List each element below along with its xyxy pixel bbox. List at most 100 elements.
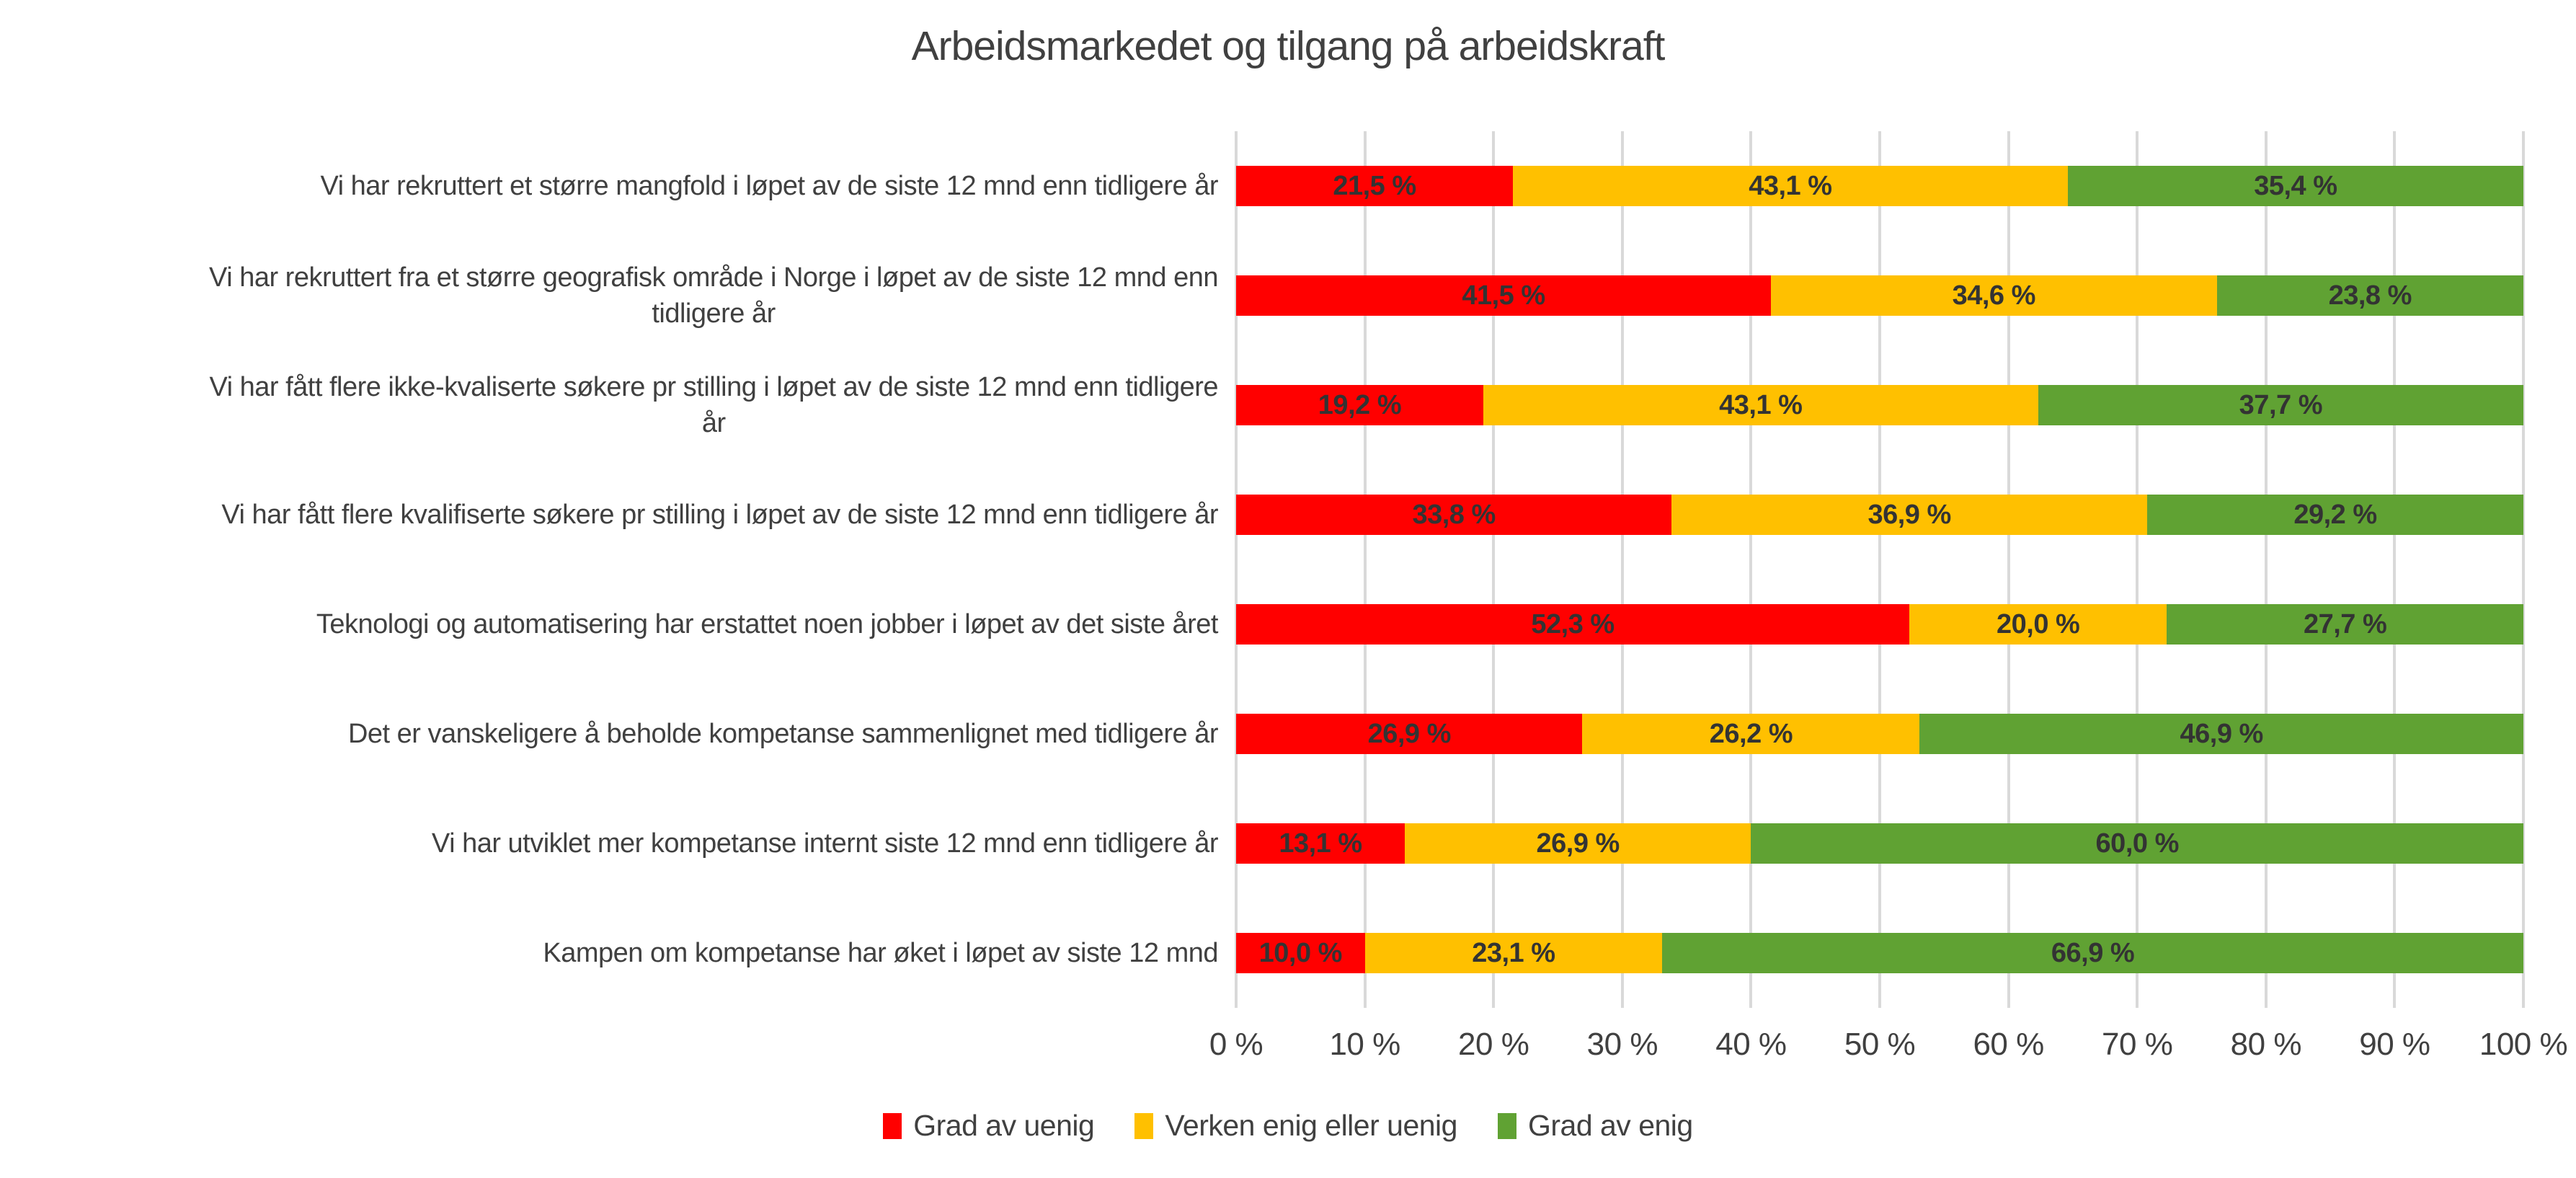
gridline	[2136, 131, 2139, 1008]
bar-data-label: 35,4 %	[2254, 170, 2337, 201]
gridline	[1235, 131, 1238, 1008]
bar-segment-grad-av-enig: 60,0 %	[1751, 823, 2523, 864]
bar-segment-verken-enig-eller-uenig: 36,9 %	[1671, 495, 2147, 535]
x-axis-tick-label: 10 %	[1329, 1027, 1400, 1062]
bar-segment-grad-av-uenig: 19,2 %	[1236, 385, 1483, 425]
bar-rows-layer: 21,5 % 43,1 % 35,4 % 41,5 % 34,6 % 23,8 % 19,2…	[1236, 131, 2524, 1008]
x-axis-tick-label: 40 %	[1715, 1027, 1787, 1062]
gridline	[2393, 131, 2397, 1008]
bar-segment-grad-av-enig: 66,9 %	[1662, 933, 2523, 973]
bar-data-label: 23,8 %	[2328, 280, 2412, 311]
x-axis-tick-label: 90 %	[2359, 1027, 2430, 1062]
category-label: Kampen om kompetanse har øket i løpet av…	[543, 937, 1218, 968]
bar-data-label: 19,2 %	[1318, 389, 1402, 420]
bar-segment-grad-av-enig: 27,7 %	[2167, 604, 2523, 645]
bar-data-label: 37,7 %	[2239, 389, 2323, 420]
bar-row: 21,5 % 43,1 % 35,4 %	[1236, 166, 2523, 206]
x-axis-tick-label: 100 %	[2479, 1027, 2568, 1062]
category-label: Vi har fått flere kvalifiserte søkere pr…	[221, 499, 1218, 530]
x-axis-tick-label: 30 %	[1586, 1027, 1658, 1062]
gridline	[1492, 131, 1496, 1008]
bar-data-label: 26,9 %	[1367, 718, 1452, 749]
bar-data-label: 66,9 %	[2051, 937, 2135, 968]
bar-data-label: 23,1 %	[1472, 937, 1555, 968]
legend: Grad av uenig Verken enig eller uenig Grad…	[0, 1109, 2576, 1143]
gridline	[1363, 131, 1367, 1008]
bar-segment-grad-av-enig: 23,8 %	[2216, 275, 2524, 316]
x-axis-tick-label: 50 %	[1844, 1027, 1916, 1062]
bar-row: 33,8 % 36,9 % 29,2 %	[1236, 495, 2523, 535]
bar-data-label: 60,0 %	[2095, 828, 2180, 859]
bar-data-label: 26,2 %	[1709, 718, 1793, 749]
bar-segment-grad-av-uenig: 41,5 %	[1236, 275, 1771, 316]
legend-swatch-grad-av-uenig	[883, 1112, 902, 1139]
bar-segment-grad-av-uenig: 13,1 %	[1236, 823, 1405, 864]
bar-row: 52,3 % 20,0 % 27,7 %	[1236, 604, 2523, 645]
bar-segment-verken-enig-eller-uenig: 20,0 %	[1909, 604, 2167, 645]
category-label: Vi har rekruttert fra et større geografi…	[209, 262, 1218, 329]
x-axis-tick-label: 80 %	[2230, 1027, 2302, 1062]
bar-segment-grad-av-enig: 46,9 %	[1919, 714, 2524, 754]
bar-data-label: 43,1 %	[1719, 389, 1803, 420]
legend-label: Grad av uenig	[913, 1109, 1095, 1142]
bar-data-label: 20,0 %	[1997, 608, 2080, 639]
x-axis-tick-label: 0 %	[1209, 1027, 1263, 1062]
gridline	[1620, 131, 1624, 1008]
legend-item: Grad av enig	[1497, 1109, 1693, 1143]
bar-segment-grad-av-uenig: 52,3 %	[1236, 604, 1910, 645]
bar-segment-grad-av-uenig: 10,0 %	[1236, 933, 1365, 973]
bar-segment-verken-enig-eller-uenig: 43,1 %	[1483, 385, 2038, 425]
bar-row: 19,2 % 43,1 % 37,7 %	[1236, 385, 2523, 425]
bar-data-label: 10,0 %	[1258, 937, 1343, 968]
plot-area: 21,5 % 43,1 % 35,4 % 41,5 % 34,6 % 23,8 % 19,2…	[1235, 131, 2525, 1008]
x-axis-tick-label: 70 %	[2102, 1027, 2173, 1062]
bar-segment-verken-enig-eller-uenig: 26,2 %	[1582, 714, 1920, 754]
bar-data-label: 46,9 %	[2180, 718, 2264, 749]
bar-data-label: 43,1 %	[1749, 170, 1832, 201]
bar-segment-grad-av-uenig: 33,8 %	[1236, 495, 1672, 535]
gridline	[2522, 131, 2525, 1008]
bar-segment-grad-av-uenig: 26,9 %	[1236, 714, 1583, 754]
bar-data-label: 29,2 %	[2293, 499, 2377, 530]
gridline	[1749, 131, 1753, 1008]
bar-data-label: 13,1 %	[1279, 828, 1362, 859]
category-label: Teknologi og automatisering har erstatte…	[316, 608, 1219, 639]
bar-row: 13,1 % 26,9 % 60,0 %	[1236, 823, 2523, 864]
bar-data-label: 41,5 %	[1462, 280, 1545, 311]
category-label: Vi har utviklet mer kompetanse internt s…	[431, 828, 1219, 859]
bar-segment-grad-av-uenig: 21,5 %	[1236, 166, 1513, 206]
bar-row: 41,5 % 34,6 % 23,8 %	[1236, 275, 2524, 316]
bar-data-label: 26,9 %	[1536, 828, 1620, 859]
bar-data-label: 52,3 %	[1531, 608, 1615, 639]
category-label: Vi har rekruttert et større mangfold i l…	[320, 170, 1218, 201]
bar-segment-grad-av-enig: 37,7 %	[2038, 385, 2523, 425]
legend-swatch-grad-av-enig	[1497, 1112, 1516, 1139]
bar-segment-verken-enig-eller-uenig: 26,9 %	[1404, 823, 1751, 864]
x-axis-tick-label: 60 %	[1973, 1027, 2044, 1062]
gridline	[1878, 131, 1881, 1008]
bar-row: 26,9 % 26,2 % 46,9 %	[1236, 714, 2524, 754]
bar-segment-verken-enig-eller-uenig: 23,1 %	[1364, 933, 1663, 973]
chart-title: Arbeidsmarkedet og tilgang på arbeidskra…	[911, 23, 1666, 69]
bar-data-label: 36,9 %	[1867, 499, 1951, 530]
bar-data-label: 34,6 %	[1952, 280, 2036, 311]
bar-data-label: 33,8 %	[1412, 499, 1496, 530]
x-axis: 0 % 10 % 20 % 30 % 40 % 50 % 60 % 70 % 80 % 90 % 1…	[1209, 1027, 2568, 1070]
bar-segment-grad-av-enig: 35,4 %	[2067, 166, 2523, 206]
legend-label: Grad av enig	[1527, 1109, 1693, 1142]
bar-data-label: 21,5 %	[1333, 170, 1416, 201]
bar-data-label: 27,7 %	[2303, 608, 2387, 639]
legend-label: Verken enig eller uenig	[1165, 1109, 1457, 1142]
bar-segment-verken-enig-eller-uenig: 43,1 %	[1512, 166, 2068, 206]
category-label: Det er vanskeligere å beholde kompetanse…	[347, 718, 1219, 749]
legend-item: Verken enig eller uenig	[1134, 1109, 1457, 1143]
bar-row: 10,0 % 23,1 % 66,9 %	[1236, 933, 2523, 973]
legend-swatch-verken-enig-eller-uenig	[1134, 1112, 1154, 1139]
bar-segment-grad-av-enig: 29,2 %	[2146, 495, 2523, 535]
x-axis-tick-label: 20 %	[1458, 1027, 1529, 1062]
bar-segment-verken-enig-eller-uenig: 34,6 %	[1770, 275, 2217, 316]
gridline	[2264, 131, 2268, 1008]
gridline	[2007, 131, 2010, 1008]
legend-item: Grad av uenig	[883, 1109, 1095, 1143]
